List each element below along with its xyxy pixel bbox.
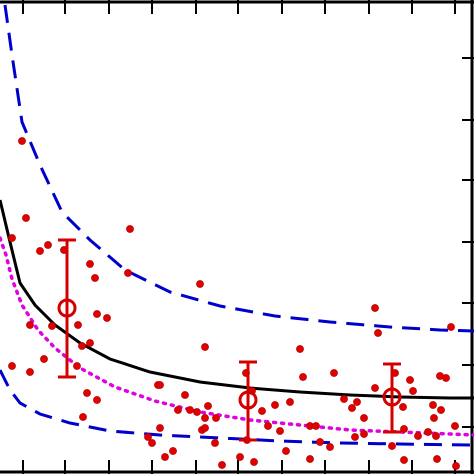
scatter-point-14: [48, 322, 56, 330]
scatter-point-60: [399, 403, 407, 411]
scatter-point-50: [340, 395, 348, 403]
scatter-point-72: [432, 432, 440, 440]
scatter-point-41: [264, 422, 272, 430]
scatter-point-87: [148, 439, 156, 447]
error-bar-marker-1: [238, 390, 258, 410]
scatter-point-27: [181, 391, 189, 399]
scatter-point-75: [169, 447, 177, 455]
scatter-point-23: [124, 269, 132, 277]
scatter-point-12: [40, 355, 48, 363]
scatter-point-35: [211, 439, 219, 447]
scatter-point-40: [286, 398, 294, 406]
scatter-point-51: [348, 404, 356, 412]
scatter-point-65: [424, 428, 432, 436]
scatter-point-89: [156, 381, 164, 389]
scatter-point-73: [156, 424, 164, 432]
scatter-point-44: [296, 345, 304, 353]
scatter-point-19: [83, 389, 91, 397]
scatter-point-42: [276, 427, 284, 435]
scatter-point-67: [429, 401, 437, 409]
scatter-point-30: [193, 408, 201, 416]
scatter-point-81: [388, 442, 396, 450]
scatter-point-6: [86, 260, 94, 268]
scatter-point-56: [371, 304, 379, 312]
scatter-point-64: [414, 432, 422, 440]
scatter-point-88: [161, 453, 169, 461]
scatter-point-38: [258, 407, 266, 415]
scatter-point-9: [103, 314, 111, 322]
error-bar-marker-0: [57, 298, 77, 318]
scatter-point-43: [282, 447, 290, 455]
dotted-curve: [0, 236, 474, 437]
scatter-point-85: [451, 422, 459, 430]
scatter-point-66: [430, 414, 438, 422]
scatter-point-33: [212, 414, 220, 422]
scatter-point-11: [26, 368, 34, 376]
model-curves: [0, 4, 474, 447]
scatter-point-47: [312, 422, 320, 430]
scatter-point-28: [174, 406, 182, 414]
lower-dashed-curve: [0, 369, 474, 447]
scatter-point-45: [299, 373, 307, 381]
scatter-point-7: [91, 274, 99, 282]
scatter-point-61: [400, 425, 408, 433]
scatter-point-0: [18, 137, 26, 145]
scatter-point-17: [86, 339, 94, 347]
scatter-point-80: [326, 443, 334, 451]
scatter-point-16: [78, 342, 86, 350]
scatter-point-29: [186, 406, 194, 414]
scatter-point-10: [8, 362, 16, 370]
scatter-point-1: [22, 214, 30, 222]
scatter-point-77: [236, 453, 244, 461]
scatter-point-63: [409, 387, 417, 395]
scatter-point-25: [201, 343, 209, 351]
scatter-point-4: [44, 241, 52, 249]
scatter-point-55: [351, 433, 359, 441]
scatter-point-74: [144, 433, 152, 441]
scatter-point-58: [371, 384, 379, 392]
scatter-point-82: [400, 456, 408, 464]
solid-mean-curve: [0, 199, 474, 400]
error-bar-marker-2: [382, 387, 402, 407]
binned-error-bars: [57, 238, 402, 442]
scatter-point-69: [437, 406, 445, 414]
scatter-point-39: [271, 401, 279, 409]
scatter-point-54: [360, 430, 368, 438]
scatter-point-83: [433, 455, 441, 463]
scatter-point-2: [8, 234, 16, 242]
scatter-point-49: [330, 369, 338, 377]
scatter-point-48: [316, 438, 324, 446]
scatter-point-53: [360, 414, 368, 422]
scatter-point-79: [306, 455, 314, 463]
upper-dashed-curve: [3, 4, 474, 333]
scatter-point-32: [204, 402, 212, 410]
scatter-point-20: [93, 396, 101, 404]
scatter-point-52: [353, 398, 361, 406]
scatter-point-21: [79, 413, 87, 421]
scatter-point-8: [93, 310, 101, 318]
scatter-point-15: [74, 321, 82, 329]
scatter-point-36: [218, 461, 226, 469]
scatter-point-22: [126, 225, 134, 233]
scatter-points: [8, 137, 460, 470]
scatter-point-62: [406, 376, 414, 384]
scatter-point-18: [73, 362, 81, 370]
scatter-point-78: [250, 458, 258, 466]
scatter-point-71: [447, 323, 455, 331]
scatter-point-90: [201, 424, 209, 432]
scatter-point-70: [442, 374, 450, 382]
scatter-point-24: [196, 280, 204, 288]
scatter-point-3: [36, 247, 44, 255]
scatter-point-13: [26, 321, 34, 329]
scatter-point-31: [201, 414, 209, 422]
scatter-point-84: [452, 462, 460, 470]
scatter-point-57: [374, 329, 382, 337]
